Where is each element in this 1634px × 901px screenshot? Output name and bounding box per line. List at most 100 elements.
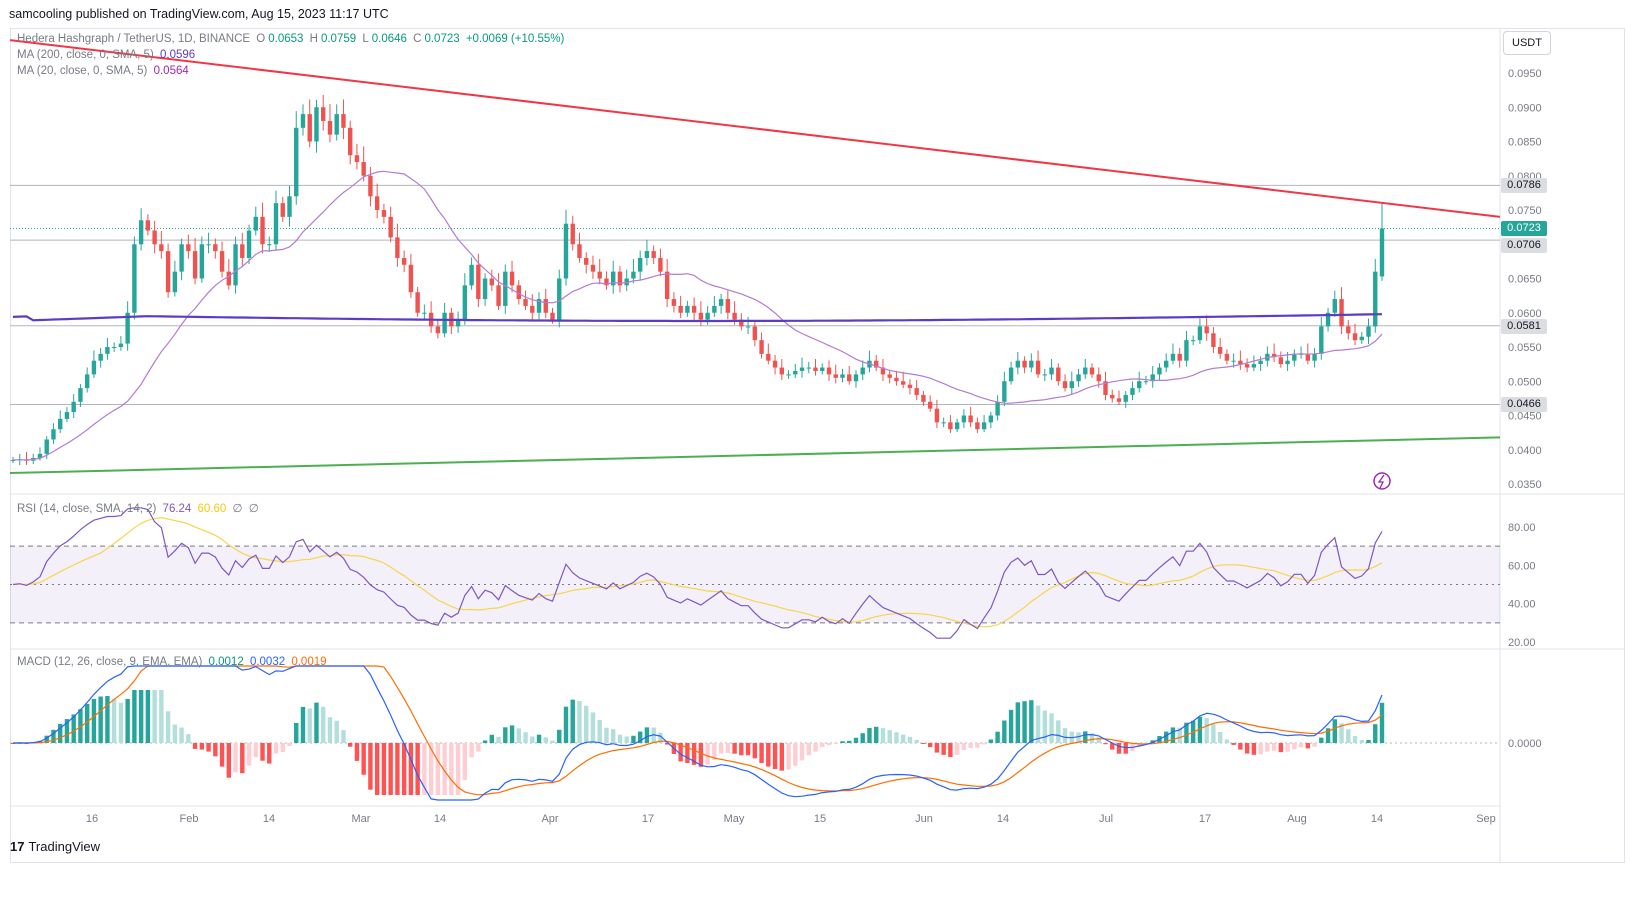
candle-body [138,220,144,245]
rsi-sma-value: 60.60 [197,503,227,515]
macd-histogram-bar [327,717,333,743]
candle-body [1197,326,1203,341]
tradingview-brand: TradingView [28,839,101,854]
symbol-legend[interactable]: Hedera Hashgraph / TetherUS, 1D, BINANCE… [17,33,567,45]
ma200-label: MA (200, close, 0, SMA, 5) [17,49,154,61]
macd-histogram-bar [111,698,117,743]
macd-histogram-bar [233,743,238,773]
candle-body [637,257,643,272]
macd-histogram-bar [1278,743,1284,753]
macd-value: 0.0032 [249,656,286,668]
macd-histogram-bar [975,743,980,748]
macd-histogram-bar [685,743,690,763]
currency-button[interactable]: USDT [1503,31,1551,55]
candle-body [1319,326,1324,354]
macd-histogram-bar [347,743,353,747]
macd-histogram-bar [260,743,265,761]
macd-histogram-bar [752,743,758,759]
macd-histogram-bar [58,723,63,743]
time-tick: 14 [997,813,1009,825]
macd-histogram-bar [739,743,744,756]
tradingview-footer[interactable]: 17 TradingView [10,839,100,854]
macd-histogram-bar [1076,732,1081,743]
level-label-0786: 0.0786 [1501,178,1547,193]
candle-body [793,370,798,375]
candle-body [246,230,252,258]
price-tick: 0.0350 [1508,479,1542,491]
candle-body [536,299,542,313]
rsi-legend[interactable]: RSI (14, close, SMA, 14, 2) 76.24 60.60 … [17,501,262,515]
macd-histogram-bar [314,702,319,743]
candle-body [887,374,892,378]
macd-histogram-bar [927,743,933,748]
macd-histogram-bar [172,724,178,743]
candle-body [631,271,636,279]
candle-body [671,299,677,306]
candle-body [563,223,569,279]
macd-histogram-bar [1224,739,1230,743]
macd-histogram-bar [476,743,481,752]
candle-body [813,367,818,371]
low-label: L [362,33,369,45]
ma200-line [12,313,1383,323]
candle-body [651,251,656,258]
macd-histogram-bar [833,743,838,744]
macd-histogram-bar [597,719,602,743]
macd-signal-line [13,665,1383,796]
candle-body [1056,367,1061,382]
candle-body [853,374,859,382]
candle-body [968,415,973,423]
candle-body [422,312,427,314]
candle-body [934,408,940,423]
candle-body [772,360,778,368]
macd-tick: 0.0000 [1508,738,1542,750]
macd-histogram-bar [988,739,994,743]
candle-body [894,377,899,382]
macd-histogram-bar [1265,743,1270,752]
candle-body [1076,374,1081,382]
candle-body [1143,381,1149,383]
time-tick: Sep [1476,813,1496,825]
time-tick: 14 [1371,813,1383,825]
macd-histogram-bar [132,690,137,743]
support-trendline [9,436,1501,475]
candle-body [1332,299,1337,313]
time-tick: May [724,813,745,825]
candle-body [78,388,83,402]
macd-histogram-bar [718,743,724,754]
macd-histogram-bar [64,719,70,743]
ma20-legend[interactable]: MA (20, close, 0, SMA, 5) 0.0564 [17,65,192,77]
symbol-title[interactable]: Hedera Hashgraph / TetherUS, 1D, BINANCE [17,33,251,45]
candle-body [1042,374,1048,376]
macd-histogram-bar [1197,716,1203,743]
macd-histogram-bar [1271,743,1277,751]
macd-signal-value: 0.0019 [291,656,327,668]
macd-histogram-bar [1231,743,1236,745]
candle-body [550,312,555,320]
price-tick: 0.0850 [1508,137,1542,149]
macd-legend[interactable]: MACD (12, 26, close, 9, EMA, EMA) 0.0012… [17,656,330,668]
candle-body [766,353,771,361]
macd-histogram-bar [712,743,717,760]
macd-histogram-bar [51,729,56,743]
price-tick: 0.0650 [1508,274,1542,286]
candle-body [1352,333,1358,341]
macd-histogram-bar [1116,743,1122,754]
candle-body [718,299,724,306]
macd-histogram-bar [853,737,859,743]
candle-body [442,312,447,334]
candle-body [91,360,97,375]
candle-body [388,216,393,238]
ma200-legend[interactable]: MA (200, close, 0, SMA, 5) 0.0596 [17,49,198,61]
candle-body [219,251,225,272]
candle-body [159,244,164,252]
candle-body [206,244,211,246]
candle-body [523,299,528,306]
candle-body [745,326,751,328]
candle-body [233,244,238,286]
candle-body [37,453,43,458]
macd-histogram-bar [732,743,737,754]
candle-body [927,401,933,409]
macd-histogram-bar [1379,702,1385,743]
